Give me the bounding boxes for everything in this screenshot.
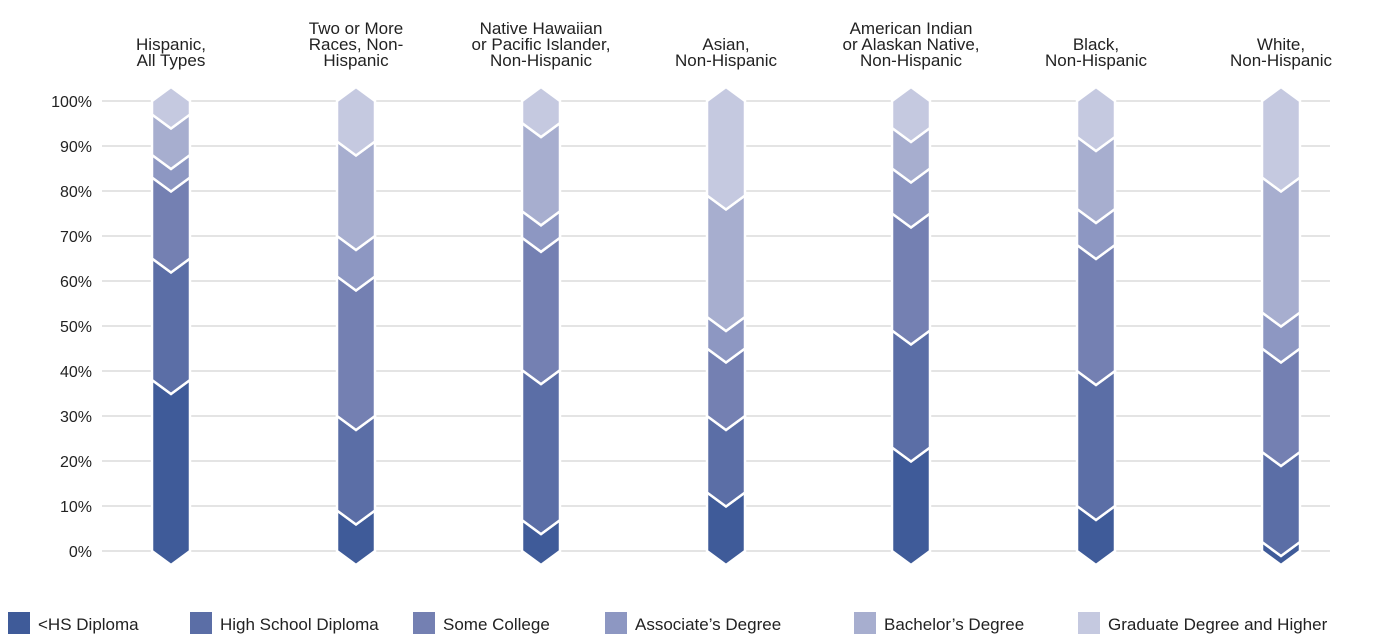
legend-label: Some College bbox=[443, 615, 550, 634]
bar-segment bbox=[1075, 85, 1117, 153]
bar-segment bbox=[890, 85, 932, 144]
legend-item: Graduate Degree and Higher bbox=[1078, 612, 1328, 634]
legend-item: Some College bbox=[413, 612, 550, 634]
legend-swatch bbox=[605, 612, 627, 634]
bar-segment bbox=[150, 85, 192, 131]
y-axis-tick-labels: 0% 10% 20% 30% 40% 50% 60% 70% 80% 90% 100% bbox=[51, 94, 92, 561]
y-tick-label: 70% bbox=[60, 229, 92, 246]
y-tick-label: 40% bbox=[60, 364, 92, 381]
bar-segment bbox=[335, 139, 377, 252]
bar-segment bbox=[890, 445, 932, 567]
bar-segment bbox=[1260, 346, 1302, 468]
legend-swatch bbox=[413, 612, 435, 634]
bar-stack bbox=[1075, 85, 1117, 567]
bar-segment bbox=[1075, 368, 1117, 522]
bar-segment bbox=[335, 413, 377, 527]
y-tick-label: 10% bbox=[60, 499, 92, 516]
bar-segment bbox=[705, 85, 747, 212]
bar-segment bbox=[890, 211, 932, 347]
bar-segment bbox=[1260, 85, 1302, 194]
bar-segment bbox=[705, 193, 747, 333]
legend-item: <HS Diploma bbox=[8, 612, 139, 634]
bar-segment bbox=[150, 377, 192, 567]
y-tick-label: 100% bbox=[51, 94, 92, 111]
category-label: Hispanic, All Types bbox=[136, 35, 206, 70]
category-label: Black, Non-Hispanic bbox=[1045, 35, 1148, 70]
legend-swatch bbox=[854, 612, 876, 634]
bar-stack bbox=[705, 85, 747, 567]
legend-label: <HS Diploma bbox=[38, 615, 139, 634]
y-tick-label: 50% bbox=[60, 319, 92, 336]
y-tick-label: 60% bbox=[60, 274, 92, 291]
legend-swatch bbox=[8, 612, 30, 634]
legend-label: High School Diploma bbox=[220, 615, 379, 634]
bar-segment bbox=[335, 274, 377, 432]
legend-item: Bachelor’s Degree bbox=[854, 612, 1024, 634]
legend-item: High School Diploma bbox=[190, 612, 379, 634]
bars bbox=[150, 85, 1302, 567]
category-label: Native Hawaiian or Pacific Islander, Non-H… bbox=[472, 19, 611, 70]
legend-label: Bachelor’s Degree bbox=[884, 615, 1024, 634]
legend: <HS Diploma High School Diploma Some Colle… bbox=[8, 612, 1328, 634]
category-label: Two or More Races, Non-Hispanic bbox=[309, 19, 403, 70]
legend-label: Graduate Degree and Higher bbox=[1108, 615, 1328, 634]
bar-stack bbox=[890, 85, 932, 567]
y-tick-label: 90% bbox=[60, 139, 92, 156]
legend-item: Associate’s Degree bbox=[605, 612, 781, 634]
y-tick-label: 30% bbox=[60, 409, 92, 426]
category-label: American Indian or Alaskan Native, Non-His… bbox=[842, 19, 979, 70]
category-label: Asian, Non-Hispanic bbox=[675, 35, 778, 70]
y-tick-label: 80% bbox=[60, 184, 92, 201]
bar-segment bbox=[1260, 449, 1302, 558]
y-tick-label: 20% bbox=[60, 454, 92, 471]
legend-swatch bbox=[190, 612, 212, 634]
bar-segment bbox=[520, 367, 562, 536]
bar-segment bbox=[150, 256, 192, 396]
bar-segment bbox=[890, 328, 932, 464]
bar-stack bbox=[335, 85, 377, 567]
bar-stack bbox=[1260, 85, 1302, 567]
bar-segment bbox=[520, 235, 562, 386]
legend-swatch bbox=[1078, 612, 1100, 634]
y-tick-label: 0% bbox=[69, 544, 92, 561]
bar-stack bbox=[520, 85, 562, 567]
bar-stack bbox=[150, 85, 192, 567]
legend-label: Associate’s Degree bbox=[635, 615, 781, 634]
bar-segment bbox=[520, 85, 562, 139]
category-labels: Hispanic, All Types Two or More Races, Non-… bbox=[136, 19, 1332, 70]
bar-segment bbox=[1075, 242, 1117, 387]
category-label: White, Non-Hispanic bbox=[1230, 35, 1333, 70]
bar-segment bbox=[335, 85, 377, 158]
bar-segment bbox=[1260, 175, 1302, 329]
